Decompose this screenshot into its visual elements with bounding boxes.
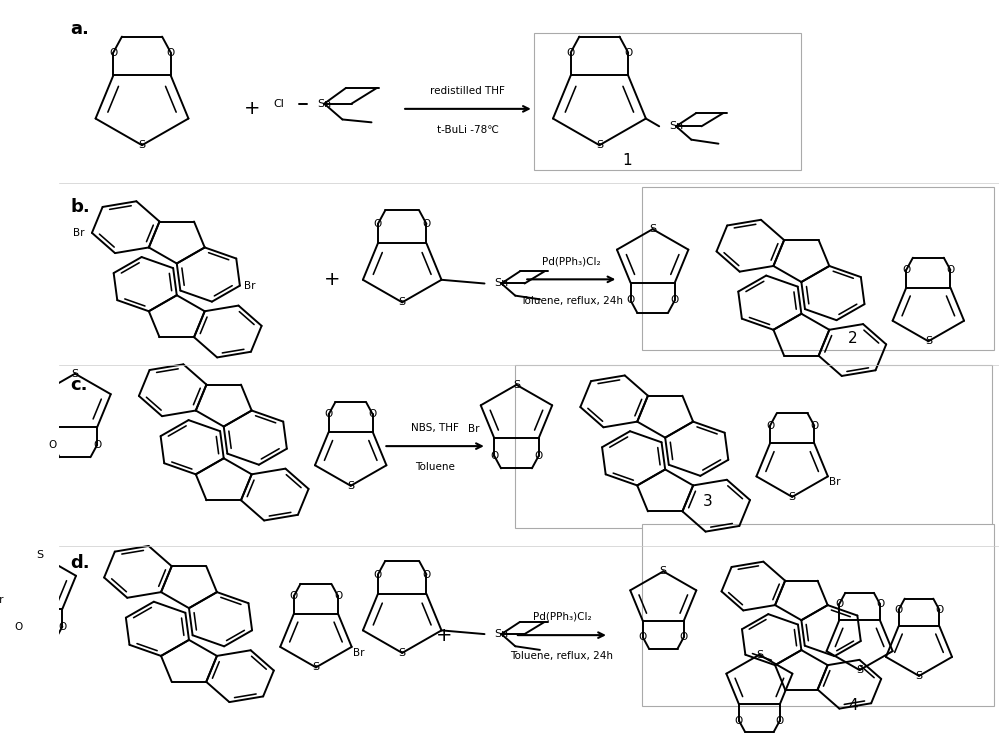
Text: +: + bbox=[323, 270, 340, 289]
Text: S: S bbox=[312, 662, 320, 673]
Text: O: O bbox=[334, 591, 342, 601]
Text: O: O bbox=[422, 569, 431, 580]
Text: S: S bbox=[347, 481, 354, 491]
Text: S: S bbox=[399, 298, 406, 307]
FancyBboxPatch shape bbox=[642, 187, 994, 350]
Text: O: O bbox=[58, 621, 66, 632]
Text: O: O bbox=[935, 605, 944, 615]
Text: O: O bbox=[671, 295, 679, 306]
Text: 4: 4 bbox=[848, 698, 858, 713]
FancyBboxPatch shape bbox=[642, 524, 994, 705]
Text: Toluene, reflux, 24h: Toluene, reflux, 24h bbox=[520, 295, 623, 306]
Text: 2: 2 bbox=[848, 331, 858, 346]
Text: S: S bbox=[915, 671, 923, 681]
Text: O: O bbox=[109, 48, 117, 57]
Text: S: S bbox=[596, 140, 603, 150]
Text: S: S bbox=[649, 224, 656, 234]
Text: +: + bbox=[436, 626, 453, 644]
Text: a.: a. bbox=[71, 20, 90, 38]
Text: O: O bbox=[776, 716, 784, 725]
Text: NBS, THF: NBS, THF bbox=[411, 423, 459, 433]
Text: S: S bbox=[660, 566, 667, 577]
Text: O: O bbox=[946, 265, 955, 275]
Text: O: O bbox=[735, 716, 743, 725]
Text: Br: Br bbox=[73, 228, 84, 238]
Text: O: O bbox=[369, 409, 377, 420]
Text: Toluene, reflux, 24h: Toluene, reflux, 24h bbox=[510, 652, 613, 661]
Text: O: O bbox=[93, 440, 101, 450]
Text: O: O bbox=[167, 48, 175, 57]
Text: d.: d. bbox=[71, 554, 90, 571]
Text: O: O bbox=[624, 48, 632, 57]
Text: O: O bbox=[902, 265, 910, 275]
Text: 1: 1 bbox=[623, 153, 632, 168]
Text: O: O bbox=[876, 599, 884, 609]
Text: S: S bbox=[138, 140, 146, 150]
FancyBboxPatch shape bbox=[515, 365, 992, 527]
Text: O: O bbox=[534, 451, 543, 461]
Text: O: O bbox=[374, 569, 382, 580]
Text: O: O bbox=[639, 632, 647, 642]
Text: O: O bbox=[490, 451, 499, 461]
Text: Sn: Sn bbox=[494, 278, 509, 289]
FancyBboxPatch shape bbox=[534, 33, 801, 170]
Text: +: + bbox=[244, 100, 260, 118]
Text: O: O bbox=[680, 632, 688, 642]
Text: O: O bbox=[422, 219, 431, 229]
Text: t-BuLi -78℃: t-BuLi -78℃ bbox=[437, 125, 499, 135]
Text: Pd(PPh₃)Cl₂: Pd(PPh₃)Cl₂ bbox=[533, 612, 591, 622]
Text: S: S bbox=[856, 665, 863, 675]
Text: Br: Br bbox=[353, 647, 365, 658]
Text: redistilled THF: redistilled THF bbox=[430, 86, 505, 95]
Text: O: O bbox=[766, 420, 774, 431]
Text: O: O bbox=[49, 440, 57, 450]
Text: Br: Br bbox=[244, 280, 255, 291]
Text: Br: Br bbox=[0, 594, 3, 605]
Text: O: O bbox=[835, 599, 843, 609]
Text: Sn: Sn bbox=[494, 629, 509, 639]
Text: O: O bbox=[324, 409, 333, 420]
Text: Toluene: Toluene bbox=[415, 463, 455, 472]
Text: S: S bbox=[513, 379, 520, 390]
Text: S: S bbox=[925, 336, 932, 346]
Text: Cl: Cl bbox=[273, 99, 284, 109]
Text: Br: Br bbox=[829, 477, 841, 487]
Text: b.: b. bbox=[71, 198, 90, 216]
Text: Br: Br bbox=[468, 424, 479, 434]
Text: S: S bbox=[399, 648, 406, 658]
Text: O: O bbox=[626, 295, 635, 306]
Text: O: O bbox=[567, 48, 575, 57]
Text: O: O bbox=[290, 591, 298, 601]
Text: S: S bbox=[37, 551, 44, 560]
Text: O: O bbox=[810, 420, 818, 431]
Text: O: O bbox=[374, 219, 382, 229]
Text: Sn: Sn bbox=[317, 99, 331, 109]
Text: S: S bbox=[789, 492, 796, 502]
Text: 3: 3 bbox=[703, 494, 712, 509]
Text: S: S bbox=[756, 650, 763, 660]
Text: Sn: Sn bbox=[669, 121, 683, 131]
Text: c.: c. bbox=[71, 376, 88, 394]
Text: O: O bbox=[894, 605, 903, 615]
Text: S: S bbox=[71, 369, 79, 379]
Text: Pd(PPh₃)Cl₂: Pd(PPh₃)Cl₂ bbox=[542, 256, 601, 266]
Text: O: O bbox=[14, 621, 22, 632]
